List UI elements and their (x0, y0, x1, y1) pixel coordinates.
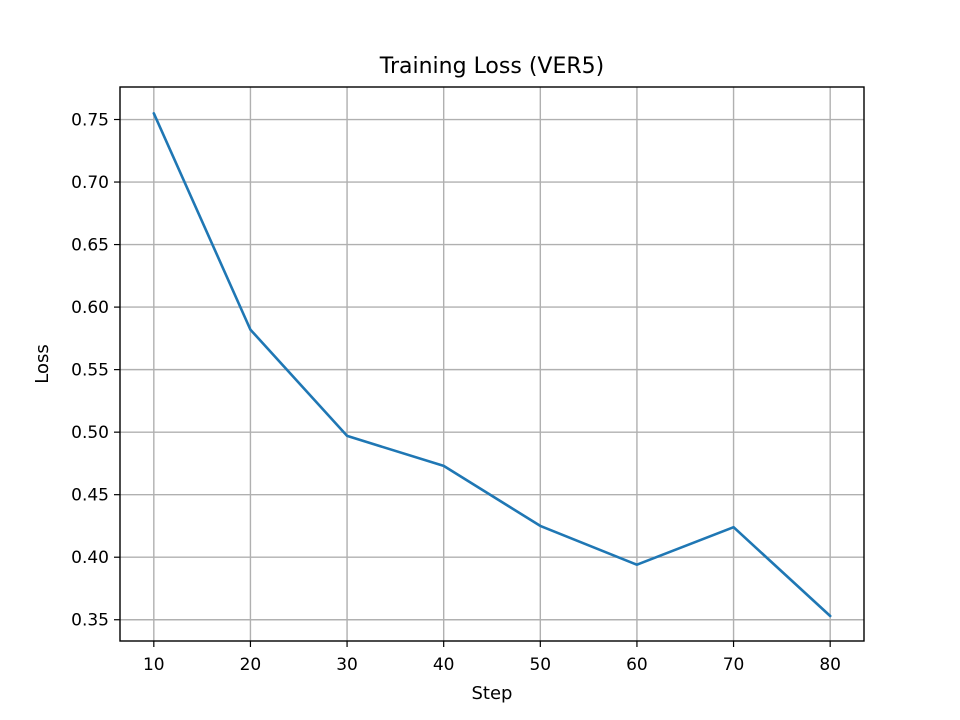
y-tick-label: 0.70 (71, 173, 109, 193)
y-tick-label: 0.60 (71, 298, 109, 318)
y-tick-label: 0.50 (71, 423, 109, 443)
grid (120, 87, 864, 641)
y-tick-label: 0.35 (71, 611, 109, 631)
y-tick-label: 0.55 (71, 361, 109, 381)
series-line-0 (152, 112, 832, 618)
x-tick-label: 60 (626, 655, 648, 675)
x-tick-label: 30 (336, 655, 358, 675)
x-tick-label: 80 (819, 655, 841, 675)
x-tick-label: 70 (723, 655, 745, 675)
y-tick-label: 0.65 (71, 236, 109, 256)
y-axis-ticks: 0.35 0.40 0.45 0.50 0.55 0.60 0.65 0.70 0.75 (71, 111, 120, 631)
y-tick-label: 0.45 (71, 486, 109, 506)
x-tick-label: 20 (240, 655, 262, 675)
x-axis-ticks: 10 20 30 40 50 60 70 80 (143, 641, 841, 675)
x-tick-label: 50 (529, 655, 551, 675)
plot-frame (119, 86, 865, 642)
x-tick-label: 10 (143, 655, 165, 675)
y-axis-label: Loss (32, 344, 53, 383)
chart-title: Training Loss (VER5) (379, 54, 604, 79)
y-tick-label: 0.75 (71, 111, 109, 131)
series-layer (152, 112, 832, 618)
y-tick-label: 0.40 (71, 548, 109, 568)
x-axis-label: Step (472, 683, 513, 704)
x-tick-label: 40 (433, 655, 455, 675)
